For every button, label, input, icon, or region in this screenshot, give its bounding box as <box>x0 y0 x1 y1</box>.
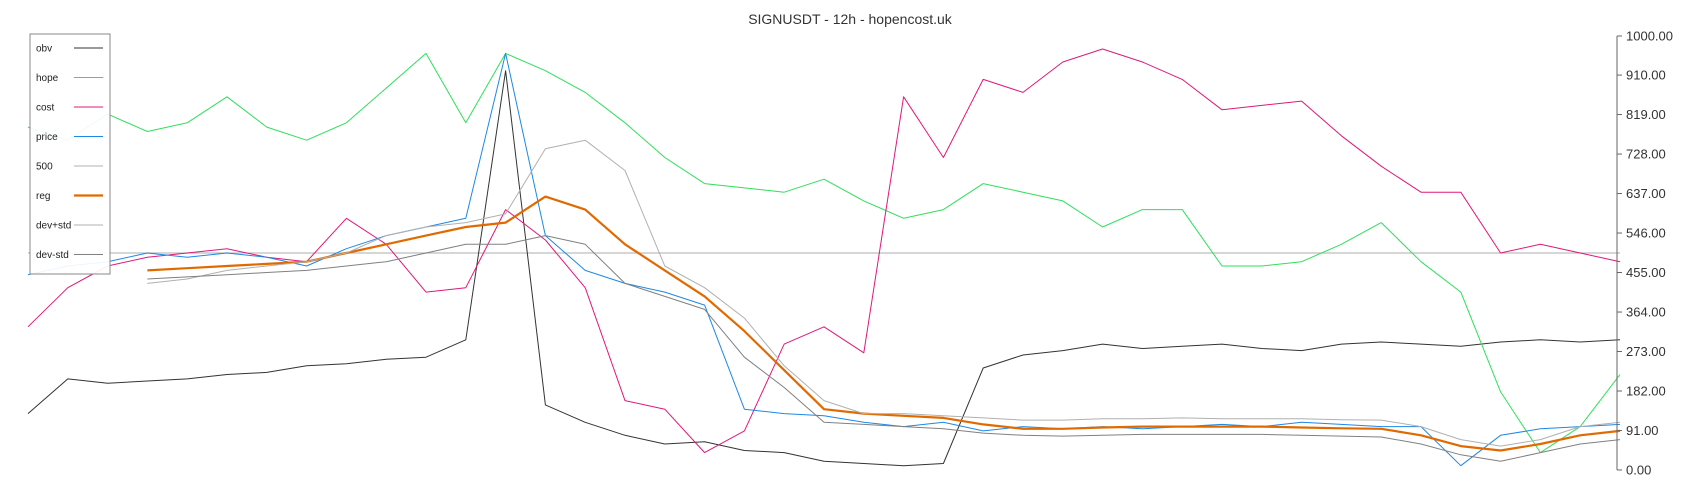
y-tick-label: 182.00 <box>1626 384 1666 399</box>
legend-label: cost <box>36 103 55 114</box>
legend-label: hope <box>36 73 59 84</box>
legend-label: obv <box>36 44 52 55</box>
series-line-dev-std <box>147 139 1621 447</box>
y-axis: 0.00 91.00 182.00 273.00 364.00 455.00 546.00 6… <box>1616 29 1673 478</box>
y-tick-label: 91.00 <box>1626 423 1659 438</box>
series-layer <box>27 48 1621 467</box>
series-line-cost <box>27 48 1621 454</box>
legend-box <box>29 33 111 275</box>
legend-label: price <box>36 132 58 143</box>
y-tick-label: 728.00 <box>1626 147 1666 162</box>
series-line-price <box>27 52 1621 467</box>
legend-label: 500 <box>36 162 53 173</box>
y-tick-label: 637.00 <box>1626 186 1666 201</box>
y-tick-label: 819.00 <box>1626 107 1666 122</box>
y-tick-label: 910.00 <box>1626 68 1666 83</box>
y-tick-label: 364.00 <box>1626 305 1666 320</box>
y-tick-label: 0.00 <box>1626 463 1651 478</box>
series-line-reg <box>147 195 1621 452</box>
y-tick-label: 1000.00 <box>1626 29 1673 44</box>
y-tick-label: 455.00 <box>1626 265 1666 280</box>
legend-label: dev+std <box>36 221 71 232</box>
legend-label: dev-std <box>36 250 69 261</box>
y-tick-label: 546.00 <box>1626 226 1666 241</box>
legend: obv hope cost price 500 reg dev+std dev-std <box>29 33 111 275</box>
chart-title: SIGNUSDT - 12h - hopencost.uk <box>748 11 952 27</box>
legend-label: reg <box>36 191 50 202</box>
series-line-dev-std <box>147 235 1621 462</box>
series-line-obv <box>27 70 1621 467</box>
y-tick-label: 273.00 <box>1626 344 1666 359</box>
series-line-hope <box>27 52 1621 454</box>
